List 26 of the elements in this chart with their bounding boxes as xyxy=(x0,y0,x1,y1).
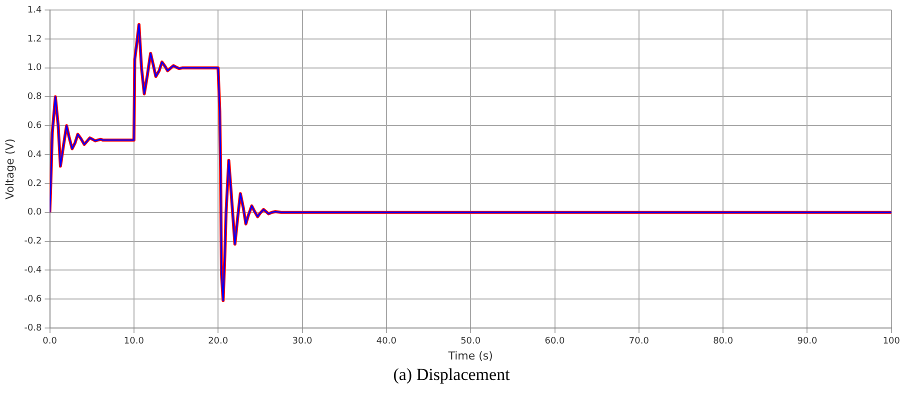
y-tick-label: 0.8 xyxy=(27,92,42,102)
y-tick-label: 0.6 xyxy=(27,120,42,131)
x-tick-label: 80.0 xyxy=(713,336,734,347)
x-tick-label: 70.0 xyxy=(628,336,650,347)
x-tick-label: 40.0 xyxy=(376,336,397,347)
x-tick-label: 60.0 xyxy=(544,336,566,347)
x-tick-label: 20.0 xyxy=(208,336,228,347)
y-tick-label: 0.2 xyxy=(27,178,42,189)
y-tick-label: 1.4 xyxy=(27,5,42,16)
y-axis-title: Voltage (V) xyxy=(3,138,16,200)
y-tick-label: 1.0 xyxy=(27,63,42,74)
y-tick-label: 0.4 xyxy=(27,150,42,160)
y-tick-label: 0.0 xyxy=(27,208,42,218)
y-tick-label: 1.2 xyxy=(27,34,42,44)
y-tick-label: -0.6 xyxy=(24,294,42,304)
x-axis-title: Time (s) xyxy=(447,349,493,362)
x-tick-label: 10.0 xyxy=(124,336,144,347)
x-tick-label: 90.0 xyxy=(797,336,818,347)
x-tick-label: 0.0 xyxy=(42,336,58,347)
y-tick-label: -0.8 xyxy=(24,323,42,334)
y-tick-label: -0.2 xyxy=(24,236,42,247)
x-tick-label: 30.0 xyxy=(292,336,313,347)
text: (a) Displacement xyxy=(392,365,511,385)
x-tick-label: 50.0 xyxy=(460,336,481,347)
y-tick-label: -0.4 xyxy=(24,266,42,276)
x-tick-label: 100 xyxy=(882,336,900,347)
